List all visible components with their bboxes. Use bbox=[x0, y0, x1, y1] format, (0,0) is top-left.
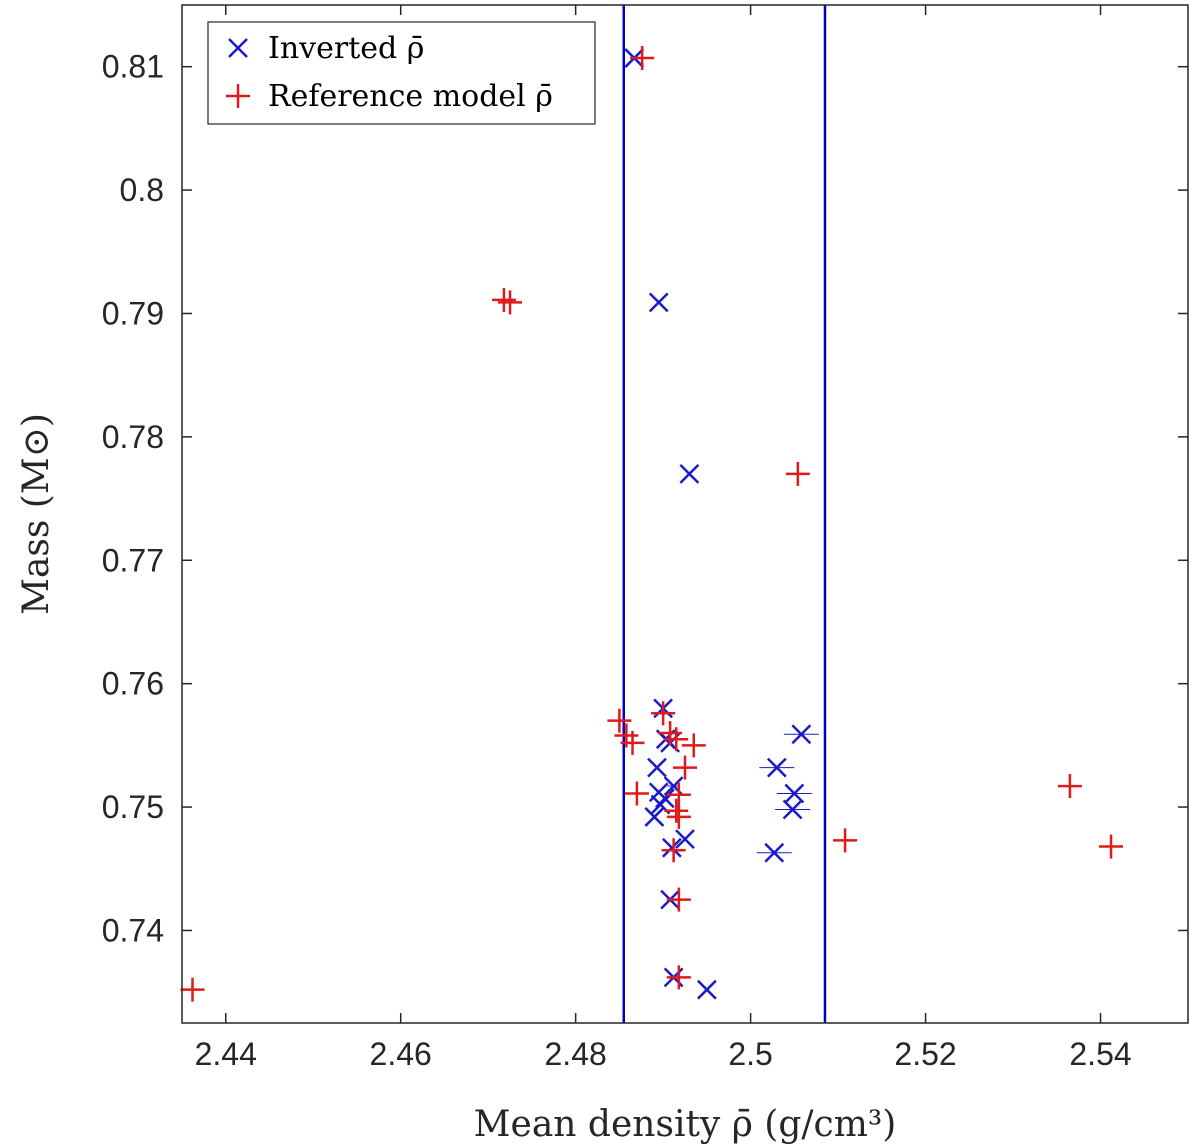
inverted-point-16 bbox=[696, 979, 717, 1000]
reference-point-19 bbox=[833, 828, 858, 853]
y-tick-label-3: 0.77 bbox=[102, 542, 164, 578]
reference-point-20 bbox=[1057, 774, 1082, 799]
inverted-point-1 bbox=[648, 292, 669, 313]
reference-point-4 bbox=[607, 708, 632, 733]
inverted-point-20 bbox=[782, 799, 803, 820]
reference-point-15 bbox=[666, 804, 691, 829]
y-tick-label-6: 0.8 bbox=[120, 172, 164, 208]
legend: Inverted ρ̄ Reference model ρ̄ bbox=[207, 21, 596, 125]
inverted-point-18 bbox=[766, 757, 787, 778]
inverted-point-2 bbox=[679, 464, 700, 484]
reference-point-13 bbox=[666, 782, 691, 807]
reference-point-14 bbox=[664, 798, 689, 823]
reference-point-18 bbox=[666, 965, 691, 990]
reference-point-6 bbox=[620, 730, 645, 755]
reference-point-12 bbox=[624, 781, 649, 806]
inverted-point-13 bbox=[661, 837, 682, 858]
reference-point-10 bbox=[681, 733, 706, 758]
reference-point-22 bbox=[180, 977, 205, 1002]
reference-point-11 bbox=[673, 755, 697, 780]
legend-label-reference: Reference model ρ̄ bbox=[268, 79, 553, 114]
legend-box bbox=[207, 21, 596, 125]
reference-point-2 bbox=[498, 290, 523, 315]
reference-point-7 bbox=[651, 701, 676, 726]
y-tick-labels: 0.74 0.75 0.76 0.77 0.78 0.79 0.8 0.81 bbox=[102, 49, 164, 949]
reference-point-1 bbox=[491, 287, 516, 312]
legend-marker-reference bbox=[226, 84, 250, 108]
inverted-point-11 bbox=[644, 807, 665, 827]
plot-background bbox=[182, 5, 1188, 1023]
y-axis-label: Mass (M⊙) bbox=[16, 413, 57, 615]
inverted-point-6 bbox=[647, 757, 667, 778]
x-tick-label-4: 2.52 bbox=[894, 1036, 956, 1072]
x-tick-label-0: 2.44 bbox=[195, 1036, 257, 1072]
legend-x-marker bbox=[228, 38, 248, 58]
y-tick-label-7: 0.81 bbox=[102, 49, 164, 85]
reference-point-3 bbox=[785, 461, 810, 486]
legend-plus-marker bbox=[226, 84, 250, 108]
y-tick-label-5: 0.79 bbox=[102, 295, 164, 331]
inverted-point-17 bbox=[791, 724, 812, 745]
y-tick-label-0: 0.74 bbox=[102, 912, 164, 948]
reference-point-16 bbox=[661, 838, 686, 863]
inverted-point-19 bbox=[784, 783, 805, 804]
reference-point-8 bbox=[658, 721, 683, 746]
y-tick-label-4: 0.78 bbox=[102, 419, 164, 455]
x-tick-label-1: 2.46 bbox=[370, 1036, 432, 1072]
reference-point-17 bbox=[666, 887, 691, 912]
plot-frame bbox=[181, 4, 1189, 1024]
reference-point-0 bbox=[630, 46, 655, 71]
x-tick-labels: 2.44 2.46 2.48 2.5 2.52 2.54 bbox=[195, 1036, 1132, 1072]
x-tick-label-5: 2.54 bbox=[1069, 1036, 1131, 1072]
reference-point-9 bbox=[664, 727, 689, 752]
x-tick-label-3: 2.5 bbox=[728, 1036, 772, 1072]
data-markers bbox=[180, 46, 1124, 1002]
y-tick-label-2: 0.76 bbox=[102, 666, 164, 702]
legend-marker-inverted bbox=[228, 38, 248, 58]
y-tick-label-1: 0.75 bbox=[102, 789, 164, 825]
inverted-point-12 bbox=[675, 829, 695, 850]
legend-label-inverted: Inverted ρ̄ bbox=[268, 31, 424, 66]
x-axis-label: Mean density ρ̄ (g/cm³) bbox=[474, 1104, 897, 1145]
reference-point-21 bbox=[1099, 834, 1124, 859]
inverted-point-21 bbox=[764, 842, 785, 863]
x-tick-label-2: 2.48 bbox=[545, 1036, 607, 1072]
axis-ticks bbox=[182, 5, 1188, 1023]
reference-lines bbox=[622, 5, 827, 1023]
